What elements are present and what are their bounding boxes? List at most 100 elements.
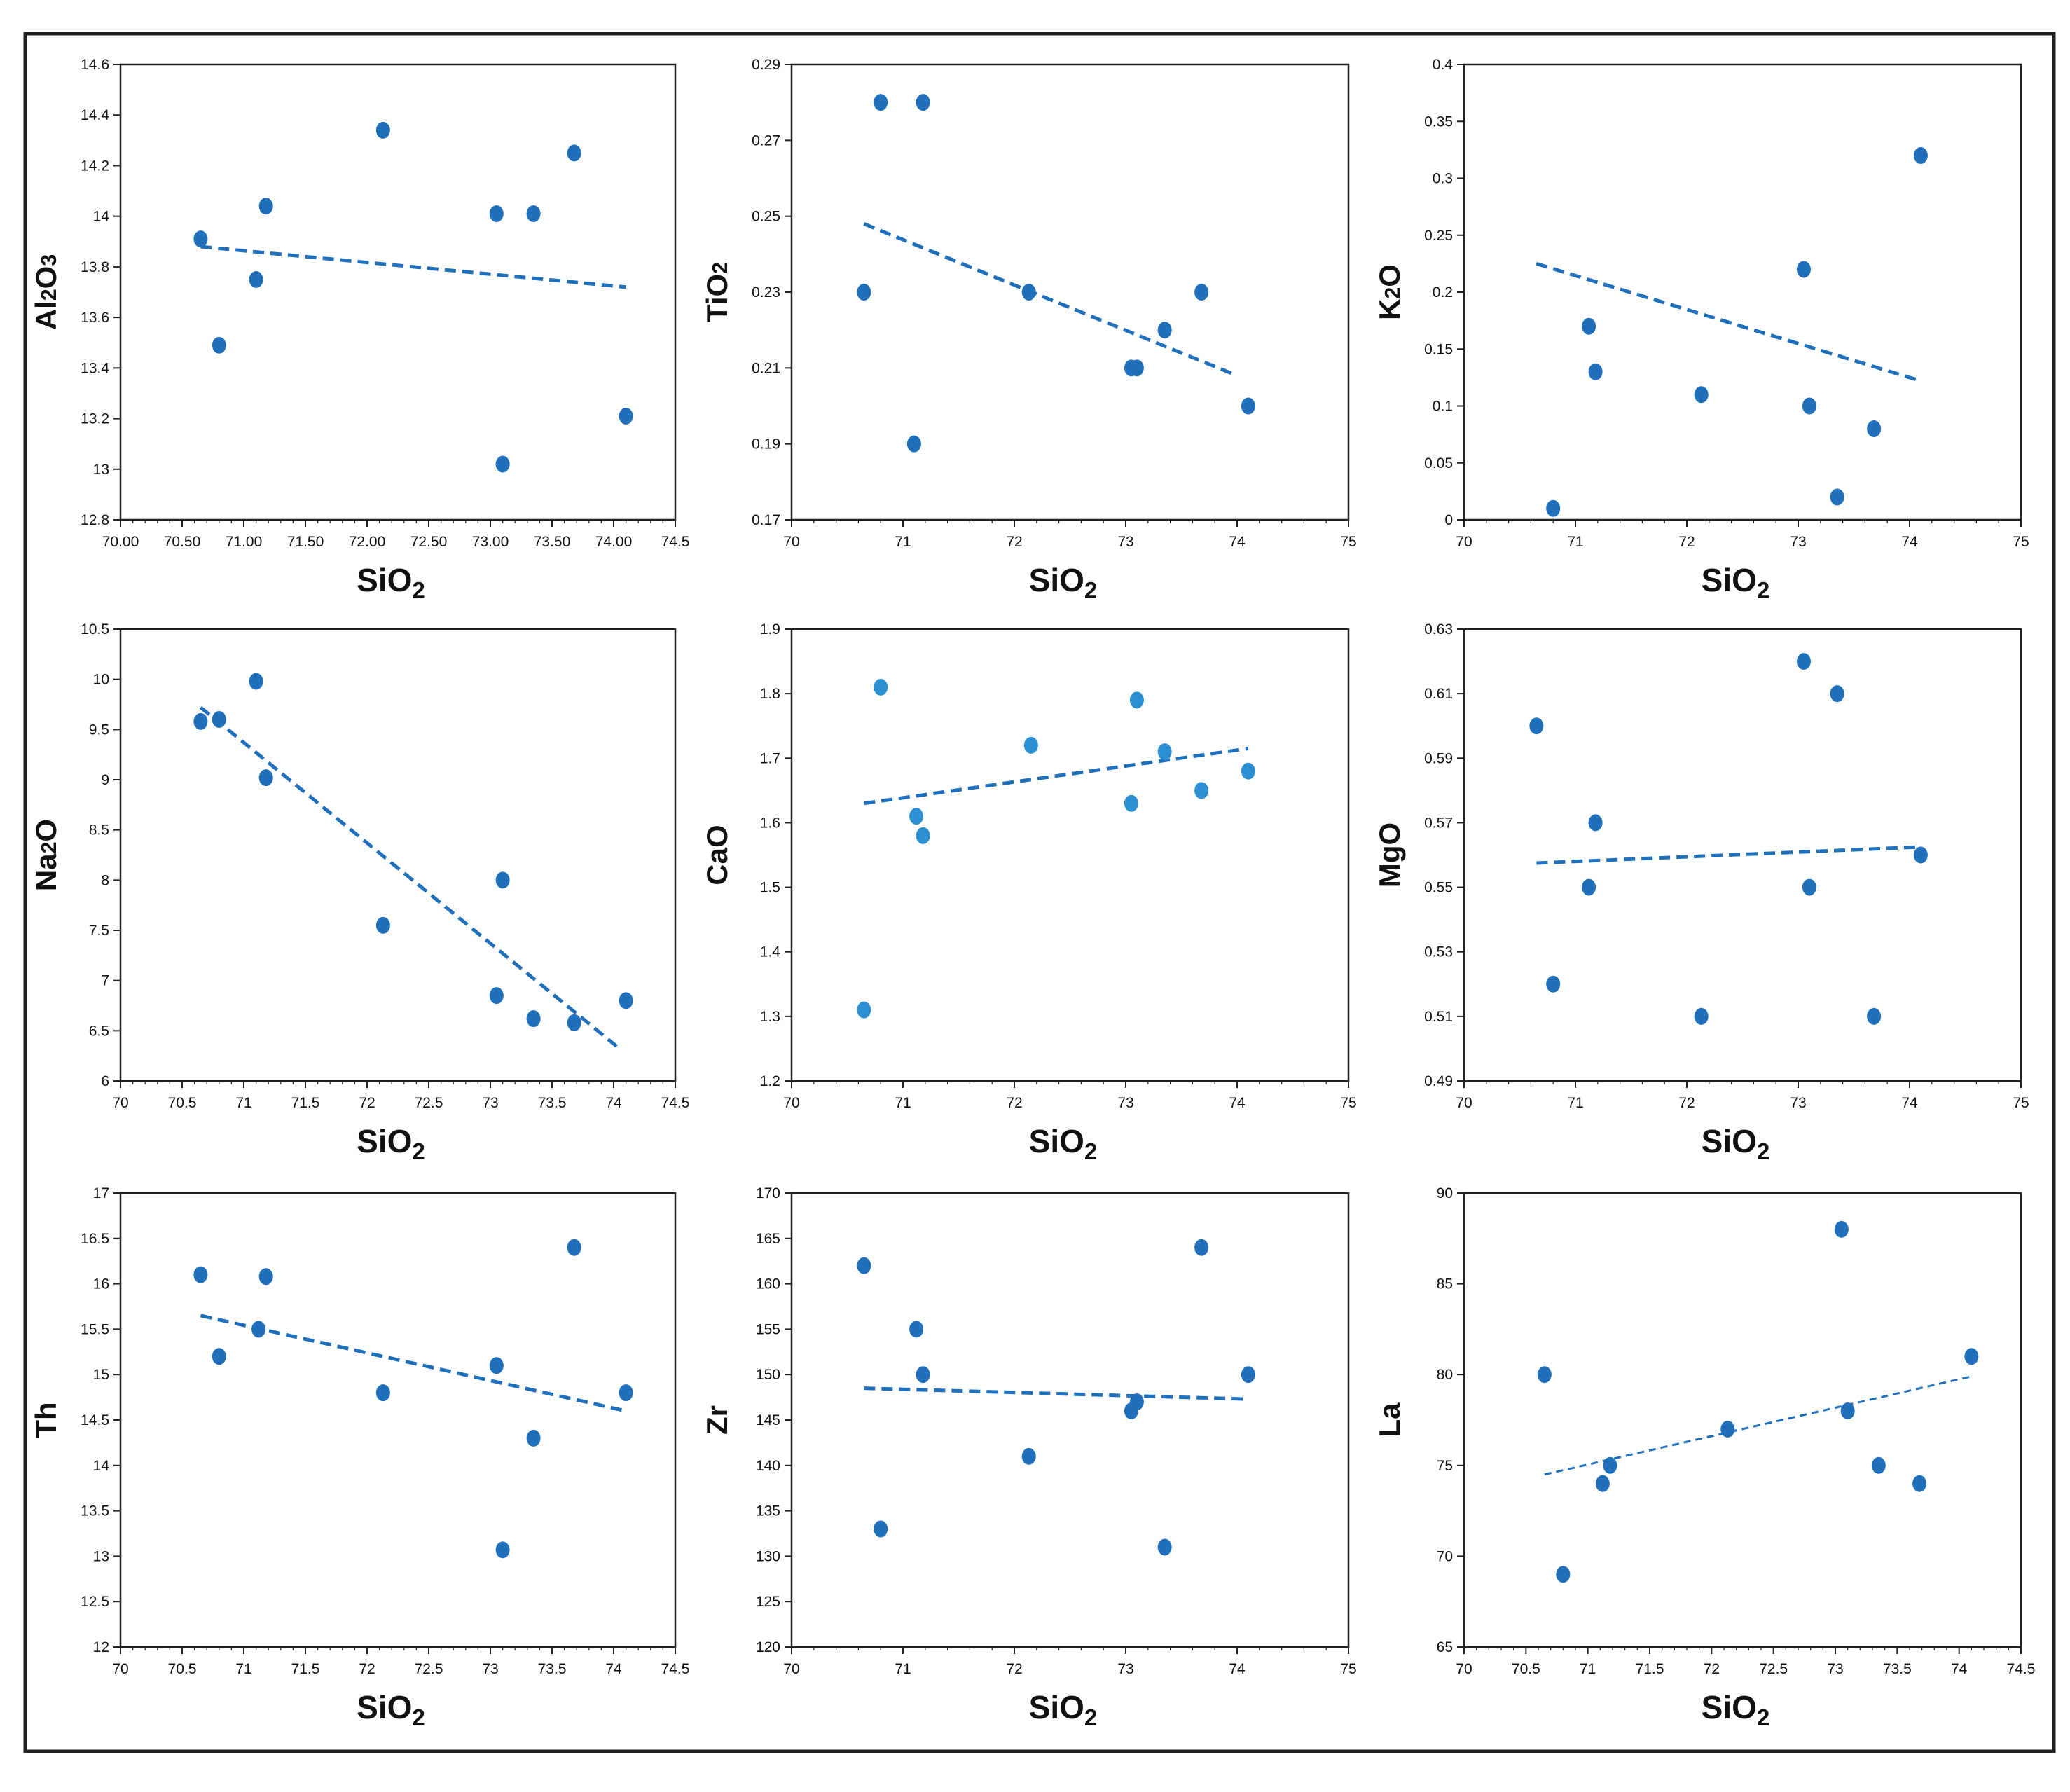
x-tick-label: 74.5 <box>661 534 690 550</box>
y-tick-label: 155 <box>756 1321 780 1337</box>
data-point <box>1871 1456 1886 1474</box>
data-point <box>1023 736 1038 754</box>
data-point <box>1912 1475 1927 1492</box>
panel-al2o3: 70.00 70.50 71.00 71.50 72.00 72.50 73.00 73.50… <box>29 57 689 604</box>
y-tick-label: 0.17 <box>752 512 780 528</box>
y-tick-label: 0.29 <box>752 57 780 73</box>
data-point <box>193 1266 208 1283</box>
y-tick-label: 80 <box>1437 1367 1453 1383</box>
y-tick-label: 135 <box>756 1503 780 1519</box>
x-tick-label: 71 <box>1580 1661 1596 1677</box>
panel-na2o: 70 70.5 71 71.5 72 72.5 73 73.5 74 74.5 6 6.5 7 7.5 8 8… <box>29 621 689 1165</box>
plot-frame <box>1463 1192 2022 1648</box>
y-tick-label: 14.6 <box>81 57 109 73</box>
y-tick-label: 1.3 <box>760 1009 780 1025</box>
x-axis-label: SiO2 <box>1029 562 1098 604</box>
y-axis-label: Na2O <box>29 819 62 891</box>
data-point <box>1021 284 1036 301</box>
panel-cao: 70 71 72 73 74 75 1.2 1.3 1.4 1.5 1.6 1.7 1.8 1.9 SiO2… <box>701 621 1357 1165</box>
data-point <box>857 1001 871 1019</box>
y-tick-label: 145 <box>756 1412 780 1428</box>
trend-line <box>1544 1375 1972 1476</box>
data-point <box>193 712 208 730</box>
x-tick-label: 73 <box>1790 534 1806 550</box>
data-point <box>1588 363 1603 380</box>
x-tick-label: 74.5 <box>661 1661 690 1677</box>
y-tick-label: 0.35 <box>1424 113 1453 130</box>
y-tick-label: 8 <box>101 872 109 888</box>
data-point <box>1867 1007 1882 1025</box>
data-point <box>1546 499 1561 517</box>
y-tick-label: 16 <box>93 1276 109 1293</box>
y-tick-label: 16.5 <box>81 1231 109 1247</box>
y-tick-label: 170 <box>756 1185 780 1201</box>
x-tick-label: 70.5 <box>1512 1661 1540 1677</box>
trend-line <box>199 705 621 1051</box>
data-point <box>916 827 930 844</box>
data-point <box>1529 717 1544 735</box>
y-tick-label: 15 <box>93 1367 109 1383</box>
x-tick-label: 75 <box>1340 1661 1356 1677</box>
data-point <box>1720 1420 1735 1438</box>
y-tick-label: 0.61 <box>1424 686 1453 702</box>
y-tick-label: 165 <box>756 1231 780 1247</box>
x-tick-label: 72 <box>359 1661 375 1677</box>
data-point <box>1830 488 1844 506</box>
data-point <box>1694 1007 1709 1025</box>
y-tick-label: 1.7 <box>760 750 780 766</box>
y-tick-label: 0.51 <box>1424 1009 1453 1025</box>
data-point <box>1867 420 1882 437</box>
x-tick-label: 71.5 <box>291 1095 320 1111</box>
data-point <box>1796 653 1811 670</box>
y-tick-label: 0.3 <box>1433 171 1453 187</box>
x-tick-label: 72 <box>1006 1095 1022 1111</box>
y-tick-label: 1.9 <box>760 621 780 637</box>
x-tick-label: 72.5 <box>1759 1661 1788 1677</box>
y-axis-label: TiO2 <box>701 262 733 322</box>
y-tick-label: 0.19 <box>752 436 780 453</box>
y-tick-label: 9.5 <box>89 722 109 738</box>
plot-frame <box>119 63 677 521</box>
trend-line <box>863 222 1238 378</box>
x-tick-label: 70 <box>112 1095 128 1111</box>
data-point <box>1582 878 1596 896</box>
x-tick-label: 70 <box>783 1095 799 1111</box>
y-tick-label: 150 <box>756 1367 780 1383</box>
x-tick-label: 73 <box>1117 1661 1133 1677</box>
y-tick-label: 1.8 <box>760 686 780 702</box>
data-point <box>375 121 390 139</box>
x-tick-label: 73 <box>1827 1661 1843 1677</box>
y-tick-label: 0.53 <box>1424 944 1453 960</box>
x-tick-label: 73 <box>1117 534 1133 550</box>
y-tick-label: 17 <box>93 1185 109 1201</box>
y-tick-label: 6 <box>101 1073 109 1089</box>
data-point <box>251 1321 266 1338</box>
x-tick-label: 74.00 <box>595 534 633 550</box>
y-tick-label: 7 <box>101 973 109 989</box>
y-tick-label: 15.5 <box>81 1321 109 1337</box>
data-point <box>212 1348 226 1365</box>
data-point <box>619 1384 633 1402</box>
data-point <box>1802 397 1816 415</box>
x-tick-label: 71 <box>235 1095 251 1111</box>
x-tick-label: 71 <box>1567 534 1583 550</box>
y-tick-label: 0.25 <box>752 209 780 225</box>
y-axis-label: Zr <box>701 1405 733 1435</box>
x-tick-label: 74 <box>1951 1661 1968 1677</box>
x-tick-label: 72 <box>1006 534 1022 550</box>
panel-mgo: 70 71 72 73 74 75 0.49 0.51 0.53 0.55 0.57 0.59 0.61… <box>1373 621 2029 1165</box>
data-point <box>1194 782 1209 799</box>
x-tick-label: 72.50 <box>410 534 448 550</box>
x-tick-label: 73.50 <box>534 534 571 550</box>
y-tick-label: 120 <box>756 1639 780 1655</box>
x-tick-label: 71 <box>895 1095 911 1111</box>
x-tick-label: 74 <box>1901 1095 1918 1111</box>
data-point <box>193 230 208 248</box>
data-point <box>619 992 633 1009</box>
data-point <box>489 987 504 1005</box>
x-tick-label: 71.50 <box>287 534 324 550</box>
data-point <box>1157 743 1172 761</box>
x-tick-label: 70 <box>1456 1661 1472 1677</box>
panel-grid: 70.00 70.50 71.00 71.50 72.00 72.50 73.00 73.50… <box>29 57 2035 1731</box>
panel-la: 70 70.5 71 71.5 72 72.5 73 73.5 74 74.56570758085… <box>1373 1185 2035 1731</box>
